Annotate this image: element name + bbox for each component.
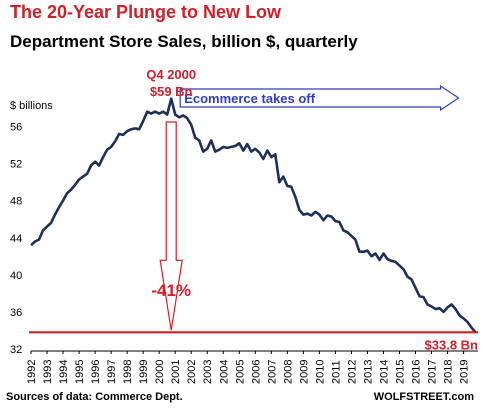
plot-area <box>30 97 477 334</box>
x-tick-label: 2005 <box>234 360 246 384</box>
x-tick-label: 2011 <box>330 360 342 384</box>
x-tick-label: 1999 <box>138 360 150 384</box>
source-note: Sources of data: Commerce Dept. <box>6 391 183 403</box>
x-tick-label: 2007 <box>266 360 278 384</box>
annotations: Ecommerce takes off Q4 2000 $59 Bn -41% $33.… <box>29 67 478 352</box>
x-tick-label: 1992 <box>26 360 38 384</box>
low-value-label: $33.8 Bn <box>425 337 479 352</box>
peak-label-value: $59 Bn <box>150 84 193 99</box>
x-tick-label: 2012 <box>346 360 358 384</box>
x-tick-label: 2015 <box>394 360 406 384</box>
x-tick-label: 2017 <box>427 360 439 384</box>
x-tick-label: 2013 <box>362 360 374 384</box>
chart-subtitle: Department Store Sales, billion $, quart… <box>10 32 358 51</box>
ecommerce-label: Ecommerce takes off <box>184 91 315 106</box>
x-tick-label: 2010 <box>314 360 326 384</box>
x-tick-label: 2006 <box>250 360 262 384</box>
y-axis-label: $ billions <box>10 100 53 112</box>
x-tick-label: 2018 <box>443 360 455 384</box>
x-tick-label: 2000 <box>154 360 166 384</box>
x-tick-label: 1995 <box>74 360 86 384</box>
peak-label-quarter: Q4 2000 <box>146 67 196 82</box>
y-tick-label: 36 <box>10 307 22 319</box>
chart-title: The 20-Year Plunge to New Low <box>10 2 282 22</box>
y-tick-label: 52 <box>10 159 22 171</box>
ecommerce-arrow <box>179 84 460 112</box>
x-tick-label: 1996 <box>90 360 102 384</box>
x-tick-label: 1997 <box>106 360 118 384</box>
brand-label: WOLFSTREET.com <box>373 391 474 403</box>
drop-arrow <box>159 121 183 331</box>
series-line <box>30 97 477 334</box>
drop-percent-label: -41% <box>151 281 191 300</box>
x-tick-label: 2004 <box>218 360 230 384</box>
x-tick-label: 2019 <box>459 360 471 384</box>
x-tick-label: 2002 <box>186 360 198 384</box>
y-tick-label: 44 <box>10 233 22 245</box>
y-tick-label: 40 <box>10 270 22 282</box>
x-tick-label: 2001 <box>170 360 182 384</box>
x-tick-label: 2009 <box>298 360 310 384</box>
y-tick-label: 56 <box>10 122 22 134</box>
x-axis: 1992 1993 1994 1995 1996 1997 1998 1999 2000 2001… <box>26 350 478 384</box>
y-axis: 32 36 40 44 48 52 56 <box>10 122 22 356</box>
x-tick-label: 1994 <box>58 360 70 384</box>
x-tick-label: 2014 <box>378 360 390 384</box>
x-tick-label: 2003 <box>202 360 214 384</box>
x-tick-label: 2008 <box>282 360 294 384</box>
x-tick-label: 1998 <box>122 360 134 384</box>
x-tick-label: 1993 <box>42 360 54 384</box>
y-tick-label: 48 <box>10 196 22 208</box>
y-tick-label: 32 <box>10 344 22 356</box>
x-tick-label: 2016 <box>411 360 423 384</box>
